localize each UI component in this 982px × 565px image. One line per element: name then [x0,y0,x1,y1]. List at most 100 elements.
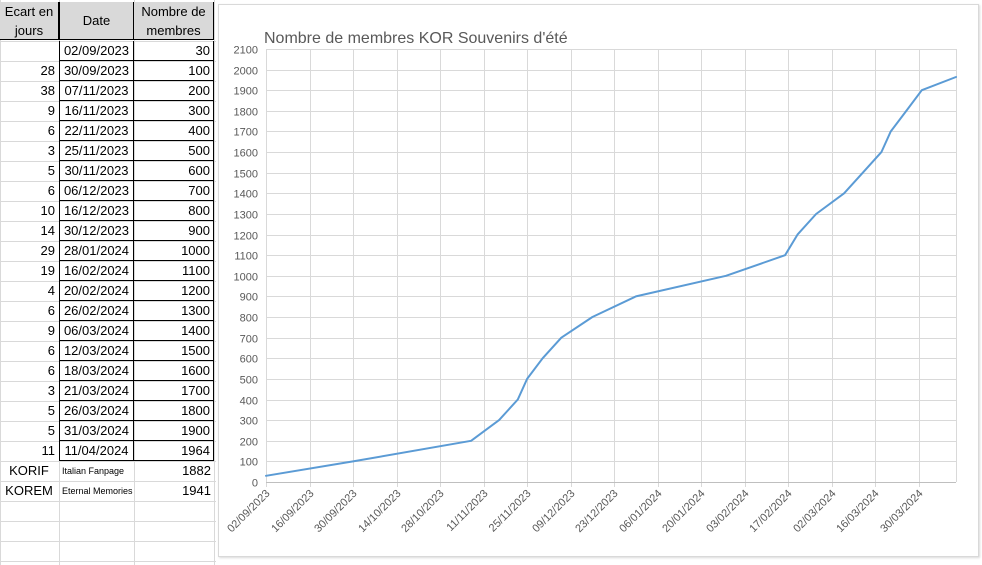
header-date[interactable]: Date [59,2,134,40]
header-gap-days[interactable]: Ecart en jours [0,2,59,40]
cell-members[interactable]: 600 [134,161,214,181]
table-row[interactable]: 3 21/03/2024 1700 [0,381,216,401]
table-row[interactable]: 02/09/2023 30 [0,41,216,61]
table-row[interactable]: 5 31/03/2024 1900 [0,421,216,441]
cell-group-label[interactable]: KOREM [5,483,53,498]
cell-date[interactable]: 02/09/2023 [59,41,134,61]
table-row[interactable]: 6 26/02/2024 1300 [0,301,216,321]
cell-date[interactable]: 30/12/2023 [59,221,134,241]
cell-date[interactable]: 26/02/2024 [59,301,134,321]
cell-date[interactable]: 12/03/2024 [59,341,134,361]
cell-members[interactable]: 300 [134,101,214,121]
cell-members[interactable]: 1400 [134,321,214,341]
table-row[interactable]: 11 11/04/2024 1964 [0,441,216,461]
cell-members[interactable]: 1800 [134,401,214,421]
cell-date[interactable]: 07/11/2023 [59,81,134,101]
cell-date[interactable]: 30/09/2023 [59,61,134,81]
cell-gap-days[interactable]: 3 [47,143,55,158]
cell-gap-days[interactable]: 5 [47,423,55,438]
cell-date[interactable]: 26/03/2024 [59,401,134,421]
cell-date[interactable]: 20/02/2024 [59,281,134,301]
table-row[interactable]: 29 28/01/2024 1000 [0,241,216,261]
cell-members[interactable]: 400 [134,121,214,141]
cell-members[interactable]: 1000 [134,241,214,261]
cell-gridlines [0,0,216,565]
cell-members[interactable]: 100 [134,61,214,81]
cell-date[interactable]: 21/03/2024 [59,381,134,401]
cell-date[interactable]: 16/11/2023 [59,101,134,121]
cell-gap-days[interactable]: 28 [40,63,55,78]
cell-gap-days[interactable]: 6 [47,303,55,318]
cell-date[interactable]: 16/02/2024 [59,261,134,281]
cell-members[interactable]: 1882 [182,463,211,478]
cell-date[interactable]: 18/03/2024 [59,361,134,381]
x-tick-label: 25/11/2023 [487,488,534,535]
cell-gap-days[interactable]: 4 [47,283,55,298]
cell-gap-days[interactable]: 38 [40,83,55,98]
cell-gap-days[interactable]: 10 [40,203,55,218]
cell-members[interactable]: 1300 [134,301,214,321]
cell-gap-days[interactable]: 11 [41,443,56,458]
cell-gap-days[interactable]: 6 [47,363,55,378]
cell-gap-days[interactable]: 6 [47,343,55,358]
cell-members[interactable]: 1600 [134,361,214,381]
table-row[interactable]: 5 26/03/2024 1800 [0,401,216,421]
cell-members[interactable]: 900 [134,221,214,241]
table-row[interactable]: 28 30/09/2023 100 [0,61,216,81]
header-members[interactable]: Nombre de membres [134,2,214,40]
cell-date[interactable]: 22/11/2023 [59,121,134,141]
cell-date[interactable]: 30/11/2023 [59,161,134,181]
cell-members[interactable]: 700 [134,181,214,201]
cell-date[interactable]: 06/03/2024 [59,321,134,341]
cell-members[interactable]: 1900 [134,421,214,441]
table-row[interactable]: 6 06/12/2023 700 [0,181,216,201]
cell-gap-days[interactable]: 29 [40,243,55,258]
table-row[interactable]: 9 16/11/2023 300 [0,101,216,121]
x-tick-label: 20/01/2024 [660,488,707,535]
cell-gap-days[interactable]: 9 [47,103,55,118]
cell-members[interactable]: 1964 [134,441,214,461]
cell-gap-days[interactable]: 5 [47,163,55,178]
cell-gap-days[interactable]: 6 [47,123,55,138]
table-row[interactable]: KOREM Eternal Memories 1941 [0,481,216,501]
table-row[interactable]: 9 06/03/2024 1400 [0,321,216,341]
cell-group-name[interactable]: Eternal Memories [62,486,133,496]
cell-date[interactable]: 25/11/2023 [59,141,134,161]
cell-date[interactable]: 06/12/2023 [59,181,134,201]
table-row[interactable]: 10 16/12/2023 800 [0,201,216,221]
cell-gap-days[interactable]: 3 [47,383,55,398]
cell-gap-days[interactable]: 5 [47,403,55,418]
cell-members[interactable]: 1700 [134,381,214,401]
cell-date[interactable]: 16/12/2023 [59,201,134,221]
cell-members[interactable]: 1200 [134,281,214,301]
cell-date[interactable]: 11/04/2024 [59,441,134,461]
table-row[interactable]: 14 30/12/2023 900 [0,221,216,241]
cell-members[interactable]: 1941 [182,483,211,498]
cell-date[interactable]: 28/01/2024 [59,241,134,261]
table-row[interactable]: 5 30/11/2023 600 [0,161,216,181]
table-row[interactable]: 6 12/03/2024 1500 [0,341,216,361]
cell-members[interactable]: 1500 [134,341,214,361]
line-chart[interactable]: 0 100 200 300 400 500 600 700 800 900 1000 1100 1200… [218,4,979,557]
table-row[interactable]: 6 18/03/2024 1600 [0,361,216,381]
table-row[interactable]: 6 22/11/2023 400 [0,121,216,141]
cell-members[interactable]: 200 [134,81,214,101]
table-row[interactable]: 3 25/11/2023 500 [0,141,216,161]
cell-gap-days[interactable] [0,41,58,61]
cell-gap-days[interactable]: 9 [47,323,55,338]
table-row[interactable]: 4 20/02/2024 1200 [0,281,216,301]
cell-group-label[interactable]: KORIF [9,463,49,478]
cell-date[interactable]: 31/03/2024 [59,421,134,441]
cell-gap-days[interactable]: 19 [40,263,55,278]
cell-group-name[interactable]: Italian Fanpage [62,466,125,476]
table-row[interactable]: 19 16/02/2024 1100 [0,261,216,281]
cell-gap-days[interactable]: 14 [40,223,55,238]
table-row[interactable]: KORIF Italian Fanpage 1882 [0,461,216,481]
cell-members[interactable]: 500 [134,141,214,161]
cell-members[interactable]: 1100 [134,261,214,281]
table-row[interactable]: 38 07/11/2023 200 [0,81,216,101]
cell-members[interactable]: 30 [134,41,214,61]
cell-gap-days[interactable]: 6 [47,183,55,198]
cell-members[interactable]: 800 [134,201,214,221]
